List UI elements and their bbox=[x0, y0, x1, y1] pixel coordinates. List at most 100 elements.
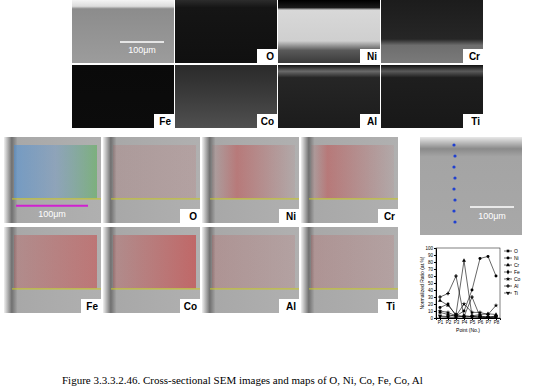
marker bbox=[471, 314, 474, 318]
tick: 100 bbox=[425, 246, 436, 251]
legend-marker bbox=[506, 284, 510, 288]
y-axis-title: Normalized Ratio (at.%) bbox=[419, 256, 425, 309]
marker bbox=[470, 315, 474, 318]
tick: 40 bbox=[428, 288, 436, 293]
marker bbox=[487, 255, 490, 258]
x-axis-title: Point (No.) bbox=[456, 327, 480, 333]
map-label: O bbox=[266, 51, 274, 62]
tick-label: P4 bbox=[462, 320, 468, 325]
label-box bbox=[81, 299, 101, 313]
scale-bar-label: 100μm bbox=[478, 211, 506, 221]
analysis-point bbox=[452, 187, 455, 190]
tick-mark bbox=[434, 311, 436, 312]
sem-image bbox=[420, 137, 522, 235]
legend-line bbox=[504, 251, 512, 252]
line-scan bbox=[12, 288, 101, 289]
map-label: Al bbox=[286, 301, 296, 312]
tick-label: 40 bbox=[428, 288, 434, 293]
label-box bbox=[378, 299, 398, 313]
marker bbox=[462, 258, 466, 261]
marker bbox=[454, 313, 459, 318]
scale-bar-label: 100μm bbox=[38, 209, 66, 219]
tick: P7 bbox=[486, 318, 492, 325]
analysis-point bbox=[453, 176, 456, 179]
marker bbox=[439, 314, 442, 318]
sem-image bbox=[202, 137, 299, 223]
sem-image bbox=[72, 0, 174, 63]
marker bbox=[462, 316, 466, 318]
tick: 10 bbox=[428, 309, 436, 314]
analysis-point bbox=[453, 198, 456, 201]
marker bbox=[462, 315, 466, 318]
marker bbox=[462, 302, 467, 307]
scale-bar bbox=[16, 205, 88, 207]
tick: 20 bbox=[428, 302, 436, 307]
scale-bar bbox=[120, 41, 164, 43]
element-overlay bbox=[113, 235, 196, 288]
analysis-point bbox=[452, 143, 455, 146]
legend-label: Cr bbox=[514, 262, 520, 268]
label-box bbox=[257, 114, 277, 128]
element-overlay bbox=[14, 235, 97, 288]
top-maps: 100μmONiCrFeCoAlTi bbox=[72, 0, 483, 128]
map-label: Fe bbox=[86, 301, 98, 312]
legend: ONiCrFeCoAlTi bbox=[504, 248, 521, 296]
element-overlay bbox=[311, 145, 394, 198]
map-label: Co bbox=[184, 301, 197, 312]
line-chart: 0102030405060708090100P1P2P3P4P5P6P7P8No… bbox=[419, 246, 521, 333]
label-box bbox=[360, 114, 380, 128]
tick-mark bbox=[434, 255, 436, 256]
tick-mark bbox=[434, 283, 436, 284]
tick: P1 bbox=[438, 318, 444, 325]
legend-marker bbox=[507, 257, 510, 260]
line-scan bbox=[309, 288, 398, 289]
tick-label: 0 bbox=[430, 316, 433, 321]
tick: P3 bbox=[454, 318, 460, 325]
tick-label: P5 bbox=[470, 320, 476, 325]
tick-mark bbox=[434, 290, 436, 291]
tick-label: 10 bbox=[428, 309, 434, 314]
marker bbox=[479, 315, 482, 318]
tick-label: 60 bbox=[428, 274, 434, 279]
map-label: O bbox=[189, 211, 197, 222]
label-box bbox=[463, 49, 483, 63]
tick-mark bbox=[434, 269, 436, 270]
label-box bbox=[378, 209, 398, 223]
line-scan bbox=[309, 198, 398, 199]
label-box bbox=[279, 209, 299, 223]
legend-line bbox=[504, 258, 512, 259]
label-box bbox=[154, 114, 174, 128]
line-scan bbox=[111, 288, 200, 289]
legend-label: O bbox=[514, 248, 518, 254]
marker bbox=[446, 292, 450, 296]
label-box bbox=[463, 114, 483, 128]
tick-label: P1 bbox=[438, 320, 444, 325]
marker bbox=[495, 275, 498, 278]
tick: 80 bbox=[428, 260, 436, 265]
marker bbox=[471, 289, 474, 292]
map-label: Cr bbox=[469, 51, 480, 62]
label-box bbox=[279, 299, 299, 313]
tick: 90 bbox=[428, 253, 436, 258]
analysis-point bbox=[453, 220, 456, 223]
tick: 30 bbox=[428, 295, 436, 300]
marker bbox=[478, 316, 482, 318]
legend-marker bbox=[506, 263, 510, 266]
legend-label: Ni bbox=[514, 255, 519, 261]
map-label: Ni bbox=[367, 51, 377, 62]
tick: P4 bbox=[462, 318, 468, 325]
series-line bbox=[440, 261, 496, 316]
marker bbox=[494, 303, 499, 308]
element-overlay bbox=[14, 145, 97, 198]
element-overlay bbox=[212, 235, 295, 288]
marker bbox=[438, 314, 442, 317]
legend-label: Fe bbox=[514, 269, 520, 275]
element-map bbox=[175, 65, 277, 128]
analysis-point bbox=[452, 165, 455, 168]
tick-label: 80 bbox=[428, 260, 434, 265]
element-map bbox=[278, 0, 380, 63]
tick: 0 bbox=[430, 316, 436, 321]
map-label: Ti bbox=[471, 116, 480, 127]
line-scan bbox=[210, 288, 299, 289]
label-box bbox=[360, 49, 380, 63]
